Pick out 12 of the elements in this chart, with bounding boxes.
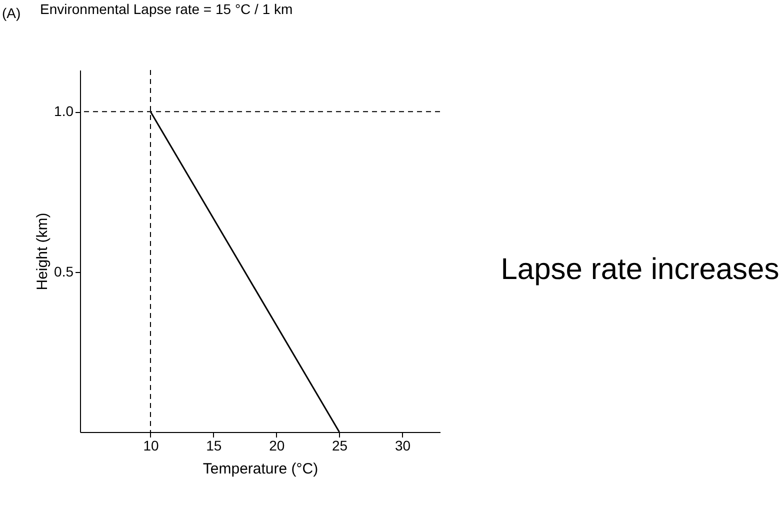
x-axis-title: Temperature (°C) [202,460,318,478]
x-tick-label: 25 [332,438,348,454]
text: Environmental Lapse rate = 15 °C / 1 km [40,1,293,17]
y-axis-title: Height (km) [34,212,52,290]
x-tick-label: 10 [143,438,159,454]
x-tick-label: 15 [206,438,222,454]
x-tick-label: 30 [394,438,411,454]
x-tick-label: 20 [269,438,285,454]
text: Lapse rate increases [500,253,780,286]
y-tick-label: 1.0 [54,103,74,120]
y-tick-label: 0.5 [54,263,74,280]
chart-title: (A) [2,5,21,21]
